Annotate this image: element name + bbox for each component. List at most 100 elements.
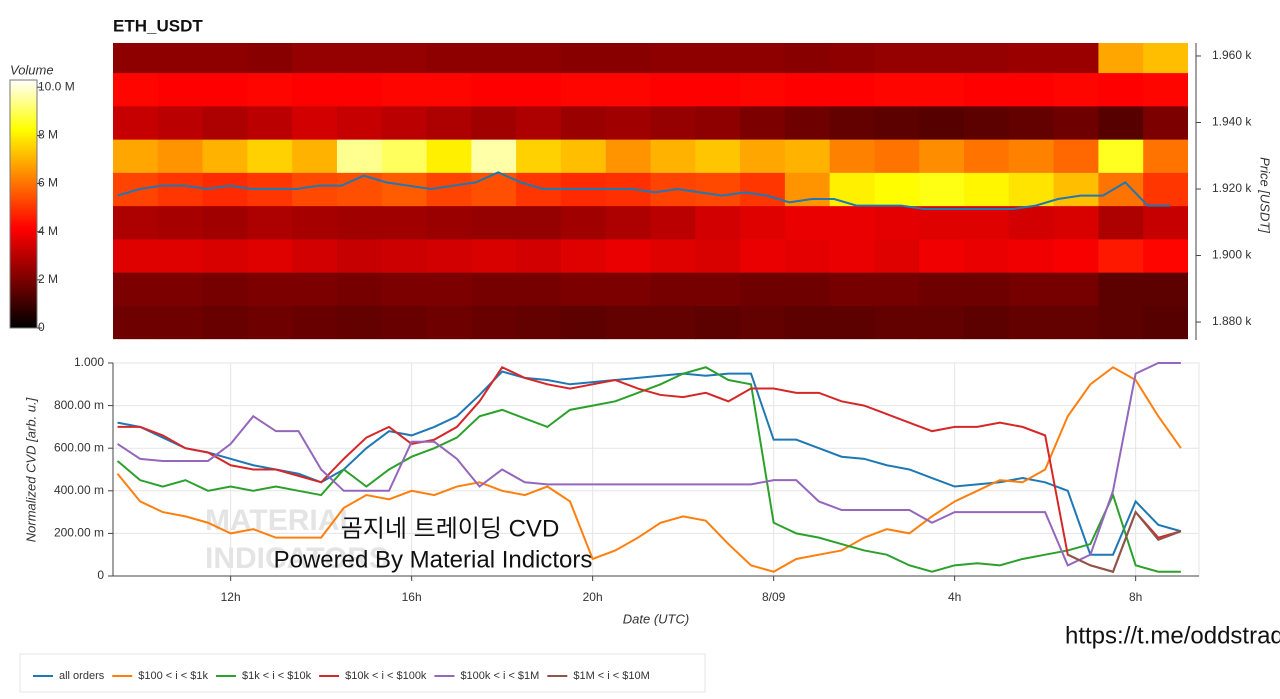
- heatmap-cell: [829, 105, 875, 140]
- heatmap-cell: [695, 205, 741, 240]
- heatmap-cell: [695, 238, 741, 273]
- heatmap-cell: [113, 238, 159, 273]
- colorbar-swatch: [10, 182, 37, 185]
- colorbar-swatch: [10, 324, 37, 327]
- heatmap-cell: [964, 272, 1010, 306]
- y-tick-label: 1.900 k: [1212, 248, 1252, 262]
- colorbar-swatch: [10, 196, 37, 199]
- heatmap-cell: [740, 238, 786, 273]
- heatmap-cell: [874, 238, 920, 273]
- heatmap-cell: [247, 43, 293, 74]
- colorbar-swatch: [10, 312, 37, 315]
- heatmap-cell: [1008, 105, 1055, 140]
- heatmap-cell: [292, 139, 338, 173]
- colorbar-swatch: [10, 272, 37, 275]
- colorbar-swatch: [10, 88, 37, 91]
- heatmap-cell: [292, 105, 338, 140]
- colorbar-swatch: [10, 176, 37, 179]
- heatmap-cell: [560, 305, 607, 340]
- heatmap-cell: [1143, 238, 1188, 273]
- y-axis-label: Price [USDT]: [1258, 157, 1273, 233]
- colorbar-swatch: [10, 156, 37, 159]
- colorbar-swatch: [10, 102, 37, 105]
- colorbar-swatch: [10, 120, 37, 123]
- heatmap-cell: [605, 72, 651, 107]
- heatmap-cell: [113, 139, 159, 173]
- colorbar-swatch: [10, 306, 37, 309]
- heatmap-cell: [784, 139, 831, 173]
- heatmap-cell: [1053, 43, 1099, 74]
- colorbar-swatch: [10, 202, 37, 205]
- colorbar-swatch: [10, 242, 37, 245]
- heatmap-cell: [1098, 172, 1144, 207]
- heatmap-cell: [874, 205, 920, 240]
- colorbar-swatch: [10, 270, 37, 273]
- colorbar-swatch: [10, 170, 37, 173]
- heatmap-cell: [740, 72, 786, 107]
- heatmap-cell: [426, 272, 472, 306]
- heatmap-cell: [471, 72, 517, 107]
- colorbar-swatch: [10, 310, 37, 313]
- y-tick-label: 800.00 m: [54, 398, 104, 412]
- heatmap-cell: [695, 72, 741, 107]
- y-tick-label: 1.940 k: [1212, 115, 1252, 129]
- heatmap-cell: [605, 205, 651, 240]
- heatmap-cell: [964, 43, 1010, 74]
- colorbar-swatch: [10, 92, 37, 95]
- heatmap-cell: [874, 105, 920, 140]
- heatmap-cell: [560, 43, 607, 74]
- colorbar-swatch: [10, 112, 37, 115]
- heatmap-cell: [874, 305, 920, 340]
- heatmap-cell: [1098, 105, 1144, 140]
- heatmap-cell: [695, 172, 741, 207]
- colorbar-swatch: [10, 322, 37, 325]
- colorbar-swatch: [10, 302, 37, 305]
- colorbar-swatch: [10, 186, 37, 189]
- heatmap-cell: [695, 139, 741, 173]
- colorbar-swatch: [10, 244, 37, 247]
- heatmap-cell: [605, 43, 651, 74]
- colorbar-swatch: [10, 200, 37, 203]
- colorbar-swatch: [10, 128, 37, 131]
- heatmap-cell: [381, 43, 428, 74]
- heatmap-cell: [202, 272, 248, 306]
- colorbar-swatch: [10, 104, 37, 107]
- heatmap-cell: [426, 139, 472, 173]
- colorbar-swatch: [10, 136, 37, 139]
- colorbar-swatch: [10, 144, 37, 147]
- heatmap-cell: [471, 305, 517, 340]
- legend-label: all orders: [59, 670, 105, 682]
- heatmap-cell: [202, 139, 248, 173]
- heatmap-cell: [964, 172, 1010, 207]
- lines: [116, 362, 1182, 573]
- heatmap-cell: [202, 238, 248, 273]
- colorbar-tick-label: 4 M: [38, 224, 58, 238]
- heatmap-cell: [1098, 205, 1144, 240]
- series-line: [116, 362, 1181, 567]
- y-tick-label: 0: [97, 568, 104, 582]
- heatmap-cell: [471, 272, 517, 306]
- colorbar-swatch: [10, 282, 37, 285]
- heatmap-cell: [157, 205, 204, 240]
- heatmap-cell: [560, 205, 607, 240]
- colorbar-swatch: [10, 130, 37, 133]
- heatmap-cell: [157, 139, 204, 173]
- colorbar-swatch: [10, 230, 37, 233]
- heatmap-cell: [1008, 43, 1055, 74]
- colorbar-swatch: [10, 134, 37, 137]
- colorbar-swatch: [10, 276, 37, 279]
- heatmap-cell: [336, 238, 383, 273]
- colorbar-swatch: [10, 318, 37, 321]
- heatmap-cell: [516, 272, 562, 306]
- colorbar-swatch: [10, 238, 37, 241]
- heatmap-cell: [113, 272, 159, 306]
- colorbar-swatch: [10, 228, 37, 231]
- colorbar-swatch: [10, 164, 37, 167]
- colorbar-swatch: [10, 222, 37, 225]
- heatmap-cell: [1053, 305, 1099, 340]
- heatmap-cell: [292, 43, 338, 74]
- colorbar-swatch: [10, 258, 37, 261]
- colorbar-swatch: [10, 236, 37, 239]
- heatmap-cell: [471, 43, 517, 74]
- heatmap-cell: [560, 72, 607, 107]
